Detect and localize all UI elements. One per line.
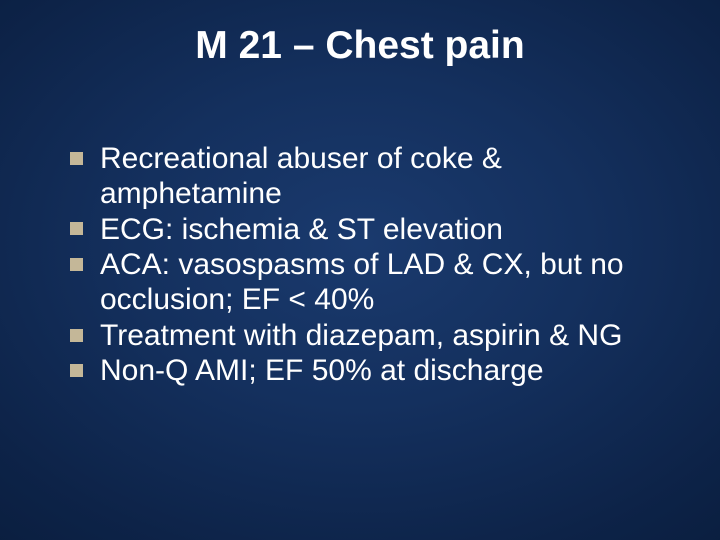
bullet-item: Treatment with diazepam, aspirin & NG xyxy=(70,318,676,353)
bullet-item: ECG: ischemia & ST elevation xyxy=(70,212,676,247)
bullet-item: Non-Q AMI; EF 50% at discharge xyxy=(70,353,676,388)
bullet-item: ACA: vasospasms of LAD & CX, but no occl… xyxy=(70,247,676,318)
bullet-list: Recreational abuser of coke & amphetamin… xyxy=(36,141,684,389)
slide-title: M 21 – Chest pain xyxy=(36,24,684,69)
bullet-item: Recreational abuser of coke & amphetamin… xyxy=(70,141,676,212)
slide: M 21 – Chest pain Recreational abuser of… xyxy=(0,0,720,540)
